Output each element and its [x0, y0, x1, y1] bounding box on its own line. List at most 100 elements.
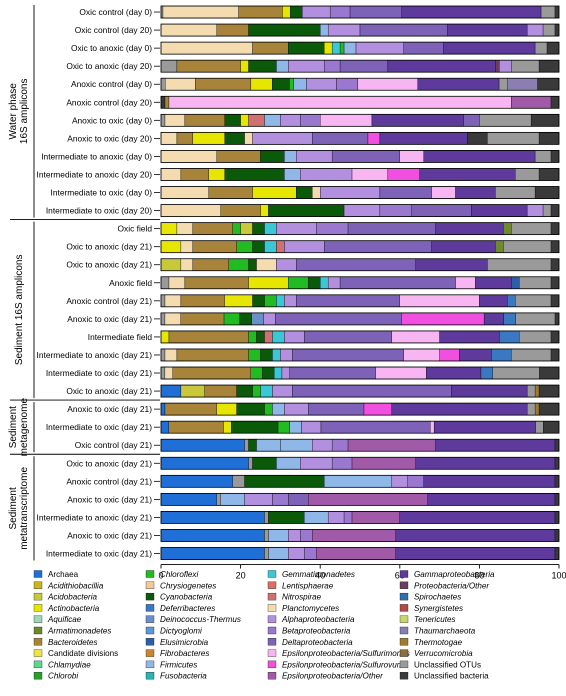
- bar-segment: [195, 78, 252, 91]
- bar-segment: [268, 511, 305, 524]
- bar-segment: [251, 312, 264, 326]
- bar-segment: [312, 132, 369, 145]
- bar-segment: [168, 421, 224, 434]
- bar-segment: [503, 312, 516, 326]
- legend-swatch: [33, 615, 43, 623]
- legend-item: Chrysiogenetes: [145, 581, 216, 590]
- legend-item: Alphaproteobacteria: [267, 615, 355, 624]
- bar-segment: [296, 294, 400, 307]
- bar-segment: [260, 384, 273, 398]
- legend-item: Deinococcus-Thermus: [145, 615, 241, 624]
- bar-segment: [277, 421, 290, 434]
- bar-segment: [260, 348, 273, 362]
- legend-item: Proteobacteria/Other: [399, 581, 489, 590]
- bar-segment: [371, 114, 464, 127]
- bar-segment: [499, 330, 520, 344]
- legend-swatch: [33, 672, 43, 680]
- legend-label: Unclassified bacteria: [414, 672, 489, 681]
- bar-segment: [507, 294, 516, 307]
- legend-item: Fibrobacteres: [145, 649, 209, 658]
- row-label: Anoxic to oxic (day 0): [72, 115, 152, 125]
- bar-row: [160, 420, 560, 434]
- bar-segment: [324, 475, 393, 488]
- bar-segment: [443, 41, 536, 55]
- bar-segment: [363, 402, 393, 416]
- legend-label: Epsilonproteobacteria/Other: [282, 672, 383, 681]
- bar-row: [160, 150, 560, 163]
- bar-segment: [288, 41, 325, 55]
- legend-item: Nitrospirae: [267, 593, 322, 602]
- bar-segment: [292, 348, 404, 362]
- legend-item: Unclassified bacteria: [399, 672, 489, 681]
- bar-segment: [554, 493, 560, 506]
- bar-segment: [160, 168, 182, 181]
- bar-segment: [176, 222, 194, 235]
- x-axis: 0 20 40 60 80 100: [158, 564, 566, 581]
- bar-row: [160, 294, 560, 308]
- row-label: Oxic control (day 0): [79, 7, 152, 17]
- legend-label: Lentisphaerae: [282, 581, 334, 590]
- bar-segment: [550, 330, 560, 344]
- row-label: Oxic to anoxic (day 21): [66, 242, 152, 252]
- bar-segment: [300, 529, 313, 542]
- legend-item: Acidithiobacillia: [33, 581, 104, 590]
- bar-segment: [491, 348, 512, 362]
- bar-segment: [160, 78, 166, 91]
- bar-segment: [324, 60, 341, 73]
- bar-segment: [248, 276, 289, 289]
- bar-segment: [164, 114, 186, 127]
- legend-item: Synergistetes: [399, 604, 463, 613]
- bar-outline: [160, 511, 560, 524]
- row-label: Intermediate to anoxic (day 20): [37, 169, 153, 179]
- bar-segment: [495, 60, 500, 73]
- bar-segment: [439, 330, 500, 344]
- bar-segment: [554, 312, 560, 326]
- legend-swatch: [145, 592, 155, 601]
- bar-segment: [180, 384, 205, 398]
- bar-segment: [327, 511, 345, 524]
- legend-swatch: [33, 626, 43, 635]
- bar-segment: [239, 312, 252, 326]
- bar-segment: [519, 276, 552, 289]
- bar-segment: [162, 5, 239, 19]
- bar-outline: [160, 492, 560, 506]
- bar-segment: [268, 547, 289, 560]
- bar-segment: [296, 186, 313, 199]
- bar-segment: [164, 312, 181, 326]
- bar-segment: [160, 276, 170, 289]
- row-label: Anoxic control (day 20): [66, 97, 152, 107]
- bar-segment: [280, 348, 293, 362]
- legend-label: Epsilonproteobacteria/Sulfurovum: [282, 660, 404, 669]
- legend-label: Deferribacteres: [160, 604, 215, 613]
- bar-row: [160, 240, 560, 254]
- bar-segment: [331, 41, 341, 55]
- bar-outline: [160, 59, 560, 73]
- bar-segment: [539, 366, 560, 380]
- bar-outline: [160, 168, 560, 181]
- bar-segment: [272, 348, 281, 362]
- bar-segment: [526, 384, 536, 398]
- bar-segment: [184, 276, 249, 289]
- row-label: Oxic to anoxic (day 0): [71, 43, 152, 53]
- bar-segment: [164, 402, 217, 416]
- bar-segment: [232, 475, 245, 488]
- legend-swatch: [33, 592, 43, 601]
- bar-segment: [252, 186, 297, 199]
- bar-segment: [550, 240, 560, 253]
- bar-segment: [160, 294, 166, 307]
- bar-segment: [160, 132, 178, 145]
- bar-segment: [515, 168, 540, 181]
- bar-outline: [160, 330, 560, 344]
- bar-segment: [256, 439, 281, 452]
- bar-segment: [327, 23, 361, 37]
- legend-item: Verrucomicrobia: [399, 649, 473, 658]
- bar-outline: [160, 312, 560, 326]
- bar-segment: [320, 23, 329, 37]
- bar-segment: [507, 78, 538, 91]
- bar-segment: [447, 23, 528, 37]
- bar-segment: [455, 276, 476, 289]
- row-label: Oxic to anoxic (day 21): [66, 458, 152, 468]
- bar-segment: [289, 421, 302, 434]
- bar-segment: [160, 150, 217, 163]
- bar-segment: [487, 132, 540, 145]
